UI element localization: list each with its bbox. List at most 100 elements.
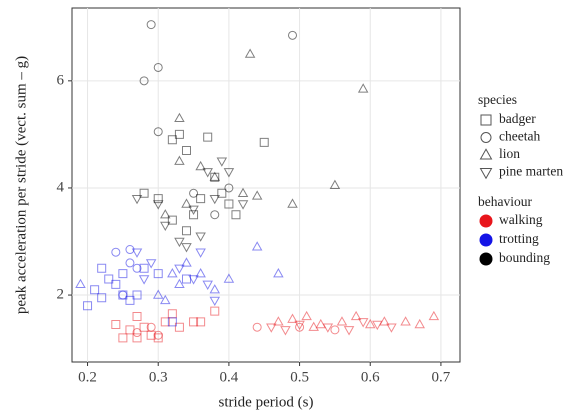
data-point [132, 263, 142, 273]
data-point [174, 112, 185, 123]
data-point [153, 127, 163, 137]
data-point [189, 188, 199, 198]
data-point [217, 188, 227, 198]
data-point [125, 245, 135, 255]
data-point [209, 194, 221, 205]
data-point [152, 289, 164, 299]
legend-symbol [480, 132, 492, 143]
data-point [181, 274, 191, 284]
data-point [167, 215, 177, 225]
data-point [138, 275, 150, 285]
data-point [223, 168, 235, 178]
data-point [131, 248, 143, 258]
data-point [132, 311, 142, 321]
data-point [153, 194, 163, 204]
legend-label: pine marten [499, 164, 563, 179]
data-point [202, 280, 213, 290]
data-point [153, 333, 163, 343]
legend-title: species [478, 92, 517, 107]
data-point [153, 62, 163, 72]
data-point [251, 190, 263, 200]
data-point [350, 310, 362, 321]
legend-label: lion [499, 146, 520, 161]
data-point [195, 160, 206, 171]
data-point [160, 294, 171, 305]
data-point [209, 296, 221, 307]
legend-label: bounding [499, 250, 550, 265]
x-tick-label: 0.2 [78, 369, 97, 385]
data-point [174, 322, 184, 332]
plot-frame [71, 7, 461, 363]
x-tick-label: 0.4 [220, 369, 239, 385]
data-point [181, 226, 191, 236]
data-point [372, 320, 383, 331]
data-point [195, 268, 206, 278]
y-tick-label: 4 [57, 179, 65, 195]
data-point [386, 323, 397, 333]
data-point [83, 301, 93, 311]
data-point [181, 243, 192, 253]
data-point [118, 290, 128, 300]
data-point [301, 310, 312, 321]
data-point [244, 48, 256, 58]
legend-symbol [479, 168, 493, 180]
data-point [336, 316, 348, 326]
data-point [400, 316, 411, 326]
legend-symbol [480, 114, 492, 126]
data-point [146, 20, 156, 30]
data-point [75, 278, 86, 289]
data-point [308, 321, 319, 331]
data-point [188, 205, 199, 215]
data-point [343, 326, 355, 336]
data-point [97, 263, 107, 273]
data-point [329, 179, 341, 189]
data-point [203, 132, 213, 142]
legend-label: trotting [499, 231, 539, 246]
data-point [287, 198, 298, 208]
data-point [118, 269, 128, 279]
data-point [139, 188, 149, 198]
data-point [428, 310, 440, 321]
data-point [273, 316, 284, 326]
y-tick-label: 2 [57, 286, 65, 302]
data-point [125, 295, 135, 305]
data-point [153, 330, 163, 340]
data-point [174, 155, 185, 165]
data-point [202, 168, 213, 178]
y-tick-label: 6 [57, 72, 65, 88]
data-point [210, 210, 220, 220]
data-point [196, 194, 206, 204]
data-point [210, 172, 220, 182]
legend-label: badger [499, 111, 536, 126]
data-point [231, 210, 241, 220]
x-tick-label: 0.6 [361, 369, 380, 385]
legend-symbol [479, 214, 493, 228]
data-point [152, 200, 164, 210]
data-point [139, 76, 149, 86]
data-point [118, 333, 128, 343]
y-axis-label: peak acceleration per stride (vect. sum … [13, 56, 29, 314]
legend-symbol [479, 233, 493, 247]
data-point [330, 325, 340, 335]
data-point [237, 187, 249, 198]
data-point [195, 248, 206, 258]
data-point [181, 198, 192, 208]
data-point [288, 30, 298, 40]
data-point [224, 199, 234, 209]
data-point [259, 137, 269, 147]
data-point [273, 268, 284, 278]
data-point [111, 320, 121, 330]
data-point [132, 290, 142, 300]
data-point [210, 306, 220, 316]
data-point [224, 183, 234, 193]
data-point [195, 232, 206, 242]
data-point [223, 273, 235, 283]
data-point [132, 328, 142, 338]
data-point [174, 129, 184, 139]
legend-symbol [479, 252, 493, 266]
data-point [357, 318, 369, 328]
data-point [237, 200, 249, 210]
legend-label: cheetah [499, 129, 540, 144]
data-point [294, 320, 305, 331]
